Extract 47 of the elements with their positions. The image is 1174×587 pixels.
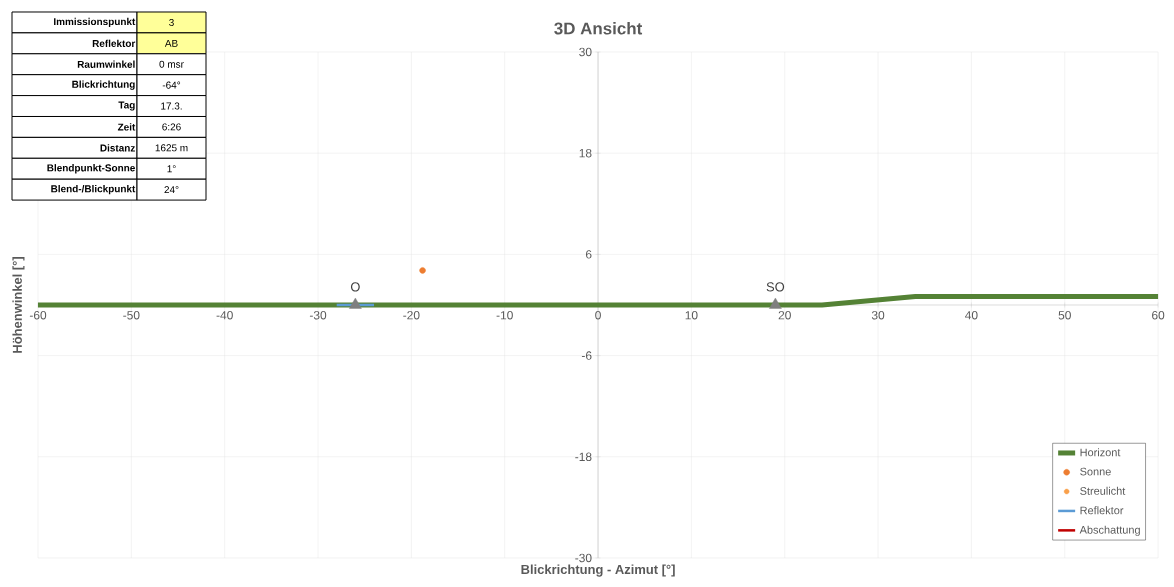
y-axis-title: Höhenwinkel [°] [12,257,25,353]
annotation: Zeit [117,123,136,131]
annotation: Blickrichtung [72,80,135,90]
x-tick-label: 60 [1152,311,1165,320]
y-tick-label: 30 [579,47,592,57]
annotation: 1° [167,165,176,173]
y-tick-label: 18 [579,148,592,158]
annotation: -64° [162,81,181,89]
y-tick-label: -30 [575,553,592,563]
chart-title: 3D Ansicht [554,22,643,35]
text: Reflektor [92,39,136,47]
data-label: SO [766,282,785,292]
annotation: Tag [118,101,135,111]
data-label: O [350,282,360,292]
legend-label: Horizont [1080,448,1121,457]
x-tick-label: 0 [595,311,601,320]
x-tick-label: 30 [871,311,885,320]
x-tick-label: 50 [1058,311,1071,320]
text: AB [164,39,178,47]
legend-label: Abschattung [1079,525,1140,536]
text: Immissionspunkt [54,17,136,28]
annotation: Blendpunkt-Sonne [47,164,135,174]
annotation: Raumwinkel [77,60,135,68]
annotation: 6:26 [162,123,181,131]
x-tick-label: -40 [216,311,233,320]
legend-label: Streulicht [1080,486,1126,495]
x-axis-title: Blickrichtung - Azimut [°] [521,564,675,577]
annotation: 24° [164,186,179,194]
x-tick-label: -20 [403,311,420,320]
annotation: 0 msr [159,60,184,68]
annotation: Distanz [100,144,135,152]
x-tick-label: 20 [778,311,791,320]
x-tick-label: 40 [965,311,978,320]
x-tick-label: -30 [309,311,327,320]
x-tick-label: -60 [29,311,47,320]
annotation: 1625 m [155,144,188,152]
x-tick-label: -10 [496,311,513,320]
y-tick-label: -6 [581,351,592,360]
x-tick-label: -50 [123,311,140,320]
legend-label: Reflektor [1080,506,1124,515]
text: 3 [169,18,174,26]
annotation: 17.3. [161,102,182,110]
annotation: Blend-/Blickpunkt [51,184,136,195]
x-tick-label: 10 [685,311,698,320]
y-tick-label: -18 [575,452,592,462]
legend-label: Sonne [1080,467,1111,476]
y-tick-label: 6 [585,250,592,259]
